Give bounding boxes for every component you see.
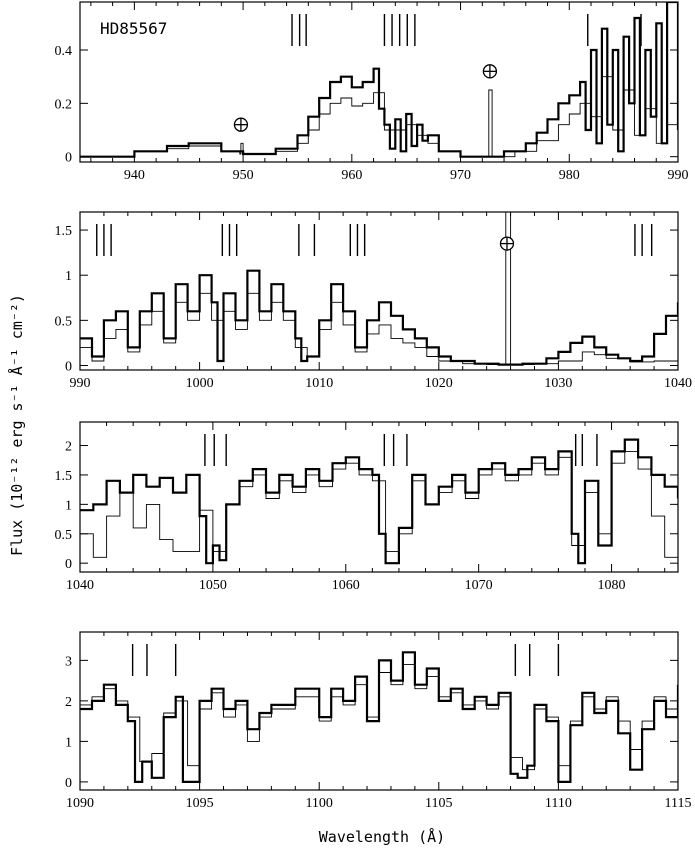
x-tick-label: 1070 (465, 578, 493, 593)
x-tick-label: 1060 (332, 578, 360, 593)
x-tick-label: 1040 (664, 376, 692, 391)
earth-symbol-icon (499, 236, 515, 251)
y-tick-label: 2 (65, 695, 72, 710)
y-tick-label: 1 (65, 735, 72, 750)
y-tick-label: 0.4 (55, 44, 73, 59)
x-tick-label: 990 (70, 376, 91, 391)
y-tick-label: 0.2 (55, 97, 73, 112)
y-tick-label: 0 (65, 359, 72, 374)
series-thin-line (80, 212, 678, 366)
series-thick-line (80, 651, 678, 783)
x-tick-label: 1050 (199, 578, 227, 593)
star-label: HD85567 (100, 19, 167, 38)
y-tick-label: 0 (65, 776, 72, 791)
x-tick-label: 1095 (186, 796, 214, 811)
y-tick-label: 0.5 (55, 528, 73, 543)
y-tick-label: 0 (65, 557, 72, 572)
earth-symbol-icon (233, 117, 249, 132)
x-tick-label: 1080 (598, 578, 626, 593)
x-tick-label: 1110 (545, 796, 572, 811)
y-tick-label: 1 (65, 269, 72, 284)
panel-frame (79, 211, 679, 371)
x-axis-label: Wavelength (Å) (319, 827, 445, 846)
panel-2: 990 1000 1010 1020 1030 1040 0 0.5 1 1.5 (55, 211, 692, 391)
x-tick-label: 1115 (665, 796, 692, 811)
y-tick-label: 1 (65, 498, 72, 513)
panel-4: 1090 1095 1100 1105 1110 1115 0 1 2 3 (65, 631, 692, 811)
x-tick-label: 1040 (66, 578, 94, 593)
panel-1: 940 950 960 970 980 990 0 0.2 0.4 (55, 1, 689, 183)
series-thick-line (80, 2, 678, 158)
x-tick-label: 980 (559, 168, 580, 183)
x-tick-label: 950 (233, 168, 254, 183)
x-tick-label: 970 (450, 168, 471, 183)
x-tick-label: 940 (124, 168, 145, 183)
x-tick-label: 1010 (305, 376, 333, 391)
x-tick-label: 960 (341, 168, 362, 183)
earth-symbol-icon (482, 64, 498, 79)
x-tick-label: 1020 (425, 376, 453, 391)
x-tick-label: 1105 (425, 796, 452, 811)
x-tick-label: 1090 (66, 796, 94, 811)
x-tick-label: 1030 (544, 376, 572, 391)
y-tick-label: 1.5 (55, 224, 73, 239)
series-thick-line (80, 269, 678, 366)
x-tick-label: 1000 (186, 376, 214, 391)
series-thick-line (80, 438, 678, 565)
y-tick-label: 0.5 (55, 314, 73, 329)
y-axis-label: Flux (10⁻¹² erg s⁻¹ Å⁻¹ cm⁻²) (7, 294, 26, 556)
y-tick-label: 3 (65, 654, 72, 669)
y-tick-label: 0 (65, 151, 72, 166)
panel-3: 1040 1050 1060 1070 1080 0 0.5 1 1.5 2 (55, 421, 679, 593)
y-tick-label: 2 (65, 440, 72, 455)
x-tick-label: 990 (668, 168, 689, 183)
y-tick-label: 1.5 (55, 469, 73, 484)
x-tick-label: 1100 (305, 796, 332, 811)
